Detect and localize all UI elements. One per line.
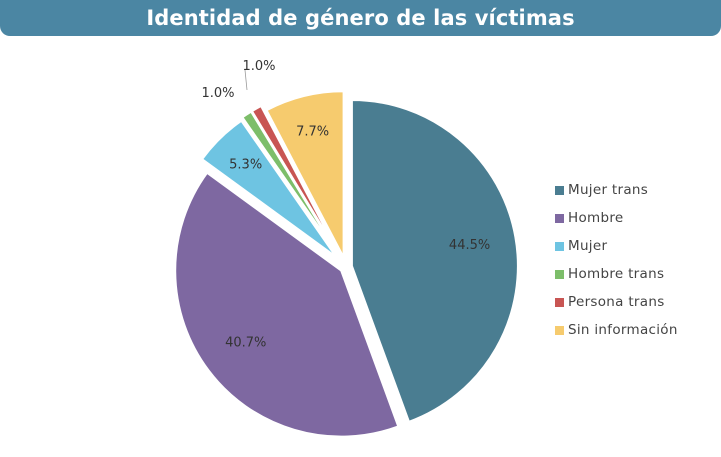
legend-item-persona-trans: Persona trans — [555, 288, 678, 316]
legend-label: Hombre — [568, 210, 624, 226]
pie-slice-persona-trans — [250, 104, 340, 254]
pie-slice-hombre-trans — [241, 110, 339, 255]
legend-swatch — [555, 185, 564, 195]
pie-slice-sin-informacion — [265, 90, 345, 258]
legend-item-hombre: Hombre — [555, 204, 678, 232]
legend-item-mujer-trans: Mujer trans — [555, 176, 678, 204]
legend-label: Mujer trans — [568, 182, 649, 198]
leader-line — [244, 69, 248, 91]
chart-title: Identidad de género de las víctimas — [146, 6, 575, 30]
legend-label: Sin información — [568, 322, 678, 338]
legend-swatch — [555, 241, 564, 251]
slice-data-label: 1.0% — [201, 86, 234, 101]
pie-slice-hombre — [174, 171, 400, 438]
slice-data-label: 44.5% — [449, 238, 490, 253]
pie-labels: 44.5% 40.7% 5.3% 1.0% 1.0% 7.7% — [201, 59, 490, 351]
legend-swatch — [555, 269, 564, 279]
chart-title-bar: Identidad de género de las víctimas — [0, 0, 721, 36]
legend-item-sin-informacion: Sin información — [555, 316, 678, 344]
legend-label: Hombre trans — [568, 266, 665, 282]
legend-label: Mujer — [568, 238, 608, 254]
pie-slice-mujer — [200, 119, 338, 258]
legend-label: Persona trans — [568, 294, 665, 310]
slice-data-label: 5.3% — [229, 157, 262, 172]
slice-data-label: 7.7% — [296, 125, 329, 140]
slice-data-label: 1.0% — [242, 59, 275, 74]
legend-swatch — [555, 325, 564, 335]
pie-slices — [174, 90, 519, 438]
legend-swatch — [555, 297, 564, 307]
legend-item-mujer: Mujer — [555, 232, 678, 260]
legend-swatch — [555, 213, 564, 223]
slice-data-label: 40.7% — [225, 336, 266, 351]
pie-slice-mujer-trans — [350, 98, 519, 424]
chart-legend: Mujer trans Hombre Mujer Hombre trans Pe… — [555, 176, 678, 344]
legend-item-hombre-trans: Hombre trans — [555, 260, 678, 288]
